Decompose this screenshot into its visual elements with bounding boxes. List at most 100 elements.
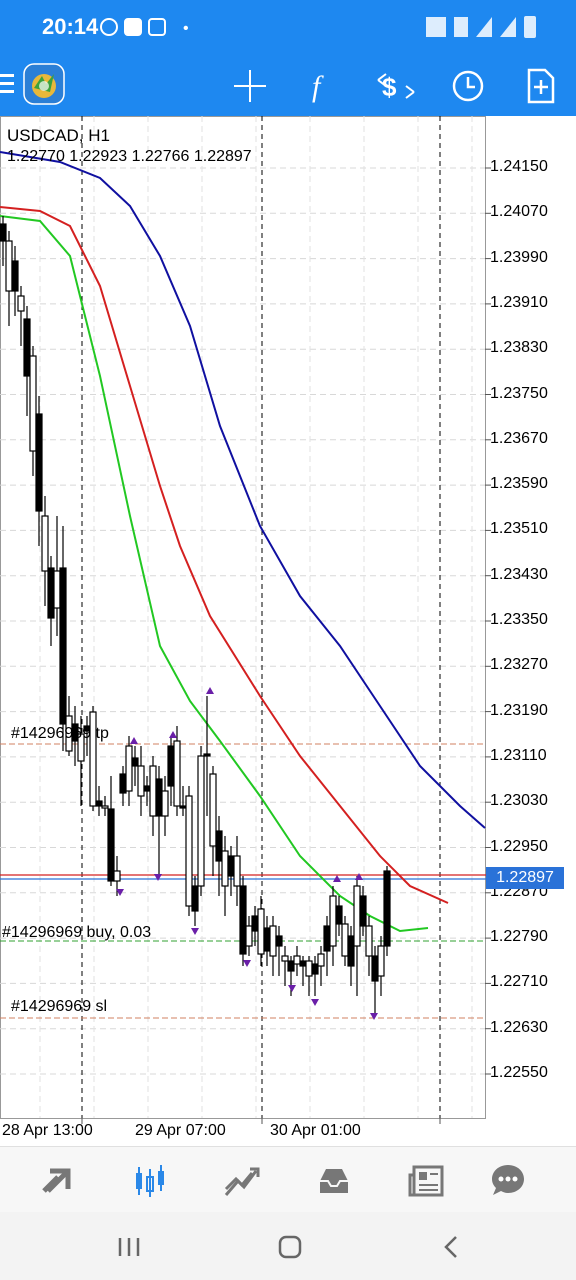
candle-body: [89, 711, 97, 807]
candle-body: [179, 805, 187, 809]
fractal-down-arrow: [311, 999, 319, 1006]
tp-label[interactable]: #14296969 tp: [11, 725, 109, 742]
ma-mid-line: [0, 206, 449, 904]
candle-body: [311, 963, 319, 975]
candle-body: [77, 733, 85, 762]
notification-icons: [100, 18, 166, 36]
candle-body: [275, 935, 283, 947]
data-icon: [454, 17, 468, 37]
candle-body: [161, 790, 169, 817]
candle-body: [53, 570, 61, 609]
bottom-navigation: [0, 1146, 576, 1213]
candle-body: [11, 260, 19, 292]
candle-body: [359, 895, 367, 927]
fractal-up-arrow: [355, 873, 363, 880]
fractal-down-arrow: [243, 960, 251, 967]
price-label: 1.22950: [490, 837, 548, 855]
price-label: 1.23270: [490, 656, 548, 674]
candle-body: [149, 765, 157, 817]
candle-body: [95, 800, 103, 807]
svg-text:f: f: [312, 70, 324, 103]
system-navigation: [0, 1212, 576, 1280]
price-label: 1.23430: [490, 565, 548, 583]
candle-body: [353, 885, 361, 947]
sl-label[interactable]: #14296969 sl: [11, 998, 108, 1015]
fractal-up-arrow: [333, 875, 341, 882]
timeframe-icon[interactable]: [448, 66, 488, 106]
candle-body: [197, 755, 205, 887]
trade-nav-icon[interactable]: [220, 1159, 264, 1203]
candle-body: [47, 567, 55, 619]
home-icon[interactable]: [275, 1232, 305, 1262]
trade-icon[interactable]: $: [374, 66, 415, 106]
back-icon[interactable]: [436, 1232, 466, 1262]
candle-body: [119, 773, 127, 794]
candle-body: [287, 960, 295, 972]
candle-body: [377, 945, 385, 977]
messages-icon[interactable]: [486, 1159, 530, 1203]
candle-body: [293, 955, 301, 965]
price-chart[interactable]: USDCAD, H1 1.22770 1.22923 1.22766 1.228…: [0, 116, 576, 1146]
candle-body: [41, 515, 49, 572]
symbol-label: USDCAD, H1: [7, 126, 110, 145]
price-label: 1.22550: [490, 1064, 548, 1081]
candle-body: [137, 765, 145, 797]
candle-body: [335, 905, 343, 925]
recent-apps-icon[interactable]: [114, 1232, 144, 1262]
signal-icon: [476, 17, 492, 37]
candle-body: [215, 830, 223, 862]
price-label: 1.23510: [490, 520, 548, 538]
battery-icon: [524, 16, 536, 38]
candle-body: [29, 355, 37, 452]
new-order-icon[interactable]: [520, 66, 560, 106]
fractal-down-arrow: [154, 874, 162, 881]
price-label: 1.23990: [490, 248, 548, 266]
chart-icon[interactable]: [128, 1159, 172, 1203]
price-label: 1.23590: [490, 475, 548, 493]
candle-body: [101, 805, 109, 809]
candle-body: [251, 915, 259, 932]
quotes-icon[interactable]: [36, 1159, 80, 1203]
clock: 20:14: [42, 14, 99, 39]
candle-body: [227, 855, 235, 877]
candle-body: [143, 785, 151, 792]
metatrader-logo-icon[interactable]: [22, 62, 66, 106]
candle-body: [71, 723, 79, 742]
tradingview-icon: [124, 18, 142, 36]
menu-icon[interactable]: [0, 74, 14, 98]
time-label: 29 Apr 07:00: [135, 1122, 226, 1139]
chart-canvas[interactable]: [0, 116, 576, 1146]
candle-body: [305, 960, 313, 977]
candle-body: [371, 955, 379, 982]
fractal-up-arrow: [169, 731, 177, 738]
candle-body: [155, 778, 163, 817]
price-label: 1.23830: [490, 339, 548, 357]
crosshair-icon[interactable]: [230, 66, 270, 106]
candle-body: [269, 925, 277, 957]
candle-body: [383, 870, 391, 947]
chart-toolbar: f $: [0, 56, 576, 116]
notification-dot: •: [183, 20, 189, 37]
indicators-icon[interactable]: f: [302, 66, 342, 106]
news-icon[interactable]: [404, 1159, 448, 1203]
mute-icon: [426, 17, 446, 37]
candle-body: [233, 855, 241, 887]
instagram-icon: [148, 18, 166, 36]
price-label: 1.23910: [490, 293, 548, 311]
price-label: 1.23750: [490, 384, 548, 402]
price-label: 1.24070: [490, 203, 548, 221]
history-icon[interactable]: [312, 1159, 356, 1203]
candle-body: [221, 850, 229, 887]
candle-body: [329, 895, 337, 947]
fractal-down-arrow: [116, 889, 124, 896]
candle-body: [35, 413, 43, 512]
price-label: 1.23110: [490, 746, 547, 764]
candle-body: [5, 240, 13, 292]
svg-text:$: $: [382, 72, 397, 102]
buy-label[interactable]: #14296969 buy, 0.03: [2, 924, 152, 941]
fractal-up-arrow: [206, 687, 214, 694]
candle-body: [185, 795, 193, 907]
candle-body: [23, 318, 31, 377]
price-label: 1.23350: [490, 611, 548, 628]
candle-body: [365, 925, 373, 957]
